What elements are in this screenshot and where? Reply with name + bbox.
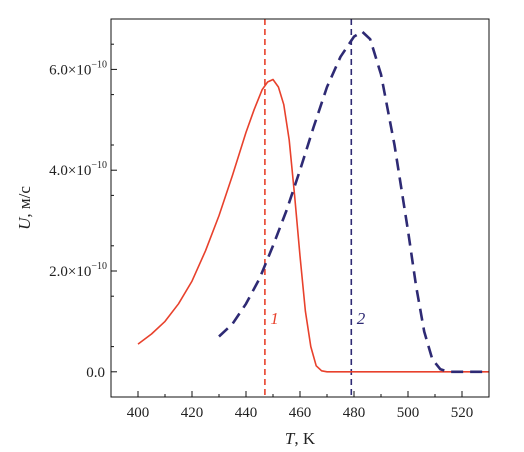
y-tick-label: 2.0×10−10 [49, 261, 107, 280]
y-tick-label: 4.0×10−10 [49, 160, 107, 179]
x-axis: 400 420 440 460 480 500 520 [110, 391, 490, 421]
x-axis-label: T, K [285, 429, 316, 448]
y-axis: 0.0 2.0×10−10 4.0×10−10 6.0×10−10 [49, 43, 117, 398]
y-axis-label: U, м/с [15, 186, 34, 230]
curve-label-1: 1 [270, 309, 279, 328]
x-tick-label: 420 [181, 405, 204, 421]
series-line-1 [137, 78, 489, 373]
series-layer [137, 30, 489, 374]
x-tick-label: 520 [451, 405, 474, 421]
curve-label-2: 2 [357, 309, 366, 328]
x-tick-label: 440 [235, 405, 258, 421]
x-tick-label: 400 [127, 405, 150, 421]
y-tick-label: 0.0 [86, 365, 105, 381]
reference-lines [264, 19, 353, 397]
x-tick-label: 500 [397, 405, 420, 421]
x-tick-label: 480 [343, 405, 366, 421]
x-tick-label: 460 [289, 405, 312, 421]
y-tick-label: 6.0×10−10 [49, 59, 107, 78]
